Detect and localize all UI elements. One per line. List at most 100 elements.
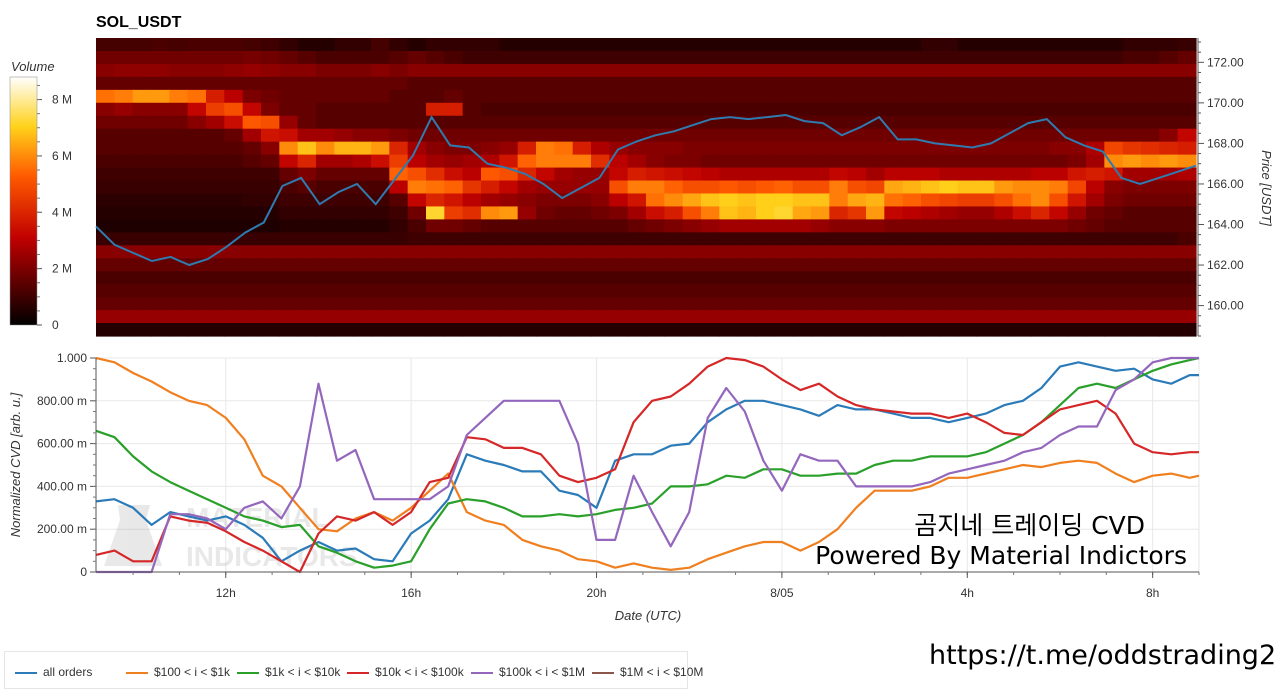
heatmap-cell	[389, 193, 409, 208]
heatmap-cell	[609, 271, 629, 285]
legend-item[interactable]: $1M < i < $10M	[592, 665, 703, 679]
heatmap-cell	[682, 193, 702, 208]
heatmap-cell	[426, 310, 445, 324]
heatmap-cell	[572, 310, 592, 324]
heatmap-cell	[206, 206, 225, 220]
heatmap-cell	[884, 102, 904, 117]
heatmap-cell	[774, 167, 794, 182]
heatmap-cell	[847, 206, 867, 220]
heatmap-cell	[334, 232, 354, 246]
heatmap-cell	[132, 271, 152, 285]
heatmap-cell	[737, 50, 757, 65]
heatmap-cell	[206, 102, 225, 117]
price-tick-label: 172.00	[1207, 55, 1244, 69]
heatmap-cell	[682, 154, 702, 169]
heatmap-cell	[1141, 76, 1160, 91]
heatmap-cell	[426, 297, 445, 311]
heatmap-cell	[994, 232, 1014, 246]
heatmap-cell	[756, 141, 775, 156]
heatmap-cell	[499, 323, 519, 337]
heatmap-cell	[352, 193, 372, 208]
heatmap-cell	[444, 63, 464, 78]
heatmap-cell	[481, 232, 500, 246]
heatmap-cell	[572, 245, 592, 259]
heatmap-cell	[957, 297, 977, 311]
heatmap-cell	[1012, 141, 1032, 156]
heatmap-cell	[701, 271, 720, 285]
heatmap-cell	[609, 180, 629, 195]
heatmap-cell	[1031, 128, 1050, 143]
heatmap-cell	[811, 76, 830, 91]
legend-item[interactable]: $10k < i < $100k	[347, 665, 464, 679]
heatmap-cell	[646, 219, 665, 233]
heatmap-cell	[976, 102, 995, 117]
heatmap-cell	[682, 258, 702, 272]
heatmap-cell	[957, 310, 977, 324]
colorbar-ticks: 0 2 M 4 M 6 M 8 M	[37, 84, 72, 332]
heatmap-cell	[206, 50, 225, 65]
heatmap-cell	[334, 219, 354, 233]
colorbar-tick-label: 2 M	[52, 262, 72, 276]
heatmap-cell	[536, 219, 555, 233]
heatmap-cell	[664, 180, 684, 195]
heatmap-cell	[609, 323, 629, 337]
heatmap-cell	[646, 232, 665, 246]
heatmap-cell	[1122, 206, 1142, 220]
legend-item[interactable]: $100k < i < $1M	[471, 665, 585, 679]
watermark-line1: 곰지네 트레이딩 CVD	[914, 511, 1145, 540]
heatmap-cell	[554, 50, 574, 65]
heatmap-cell	[1104, 323, 1124, 337]
heatmap-cell	[334, 89, 354, 104]
telegram-url[interactable]: https://t.me/oddstrading2	[929, 640, 1277, 671]
heatmap-cell	[811, 245, 830, 259]
heatmap-cell	[242, 76, 262, 91]
heatmap-cell	[1049, 219, 1069, 233]
heatmap-cell	[921, 297, 940, 311]
heatmap-cell	[1159, 102, 1179, 117]
heatmap-cell	[1067, 284, 1087, 298]
heatmap-cell	[756, 258, 775, 272]
heatmap-cell	[609, 154, 629, 169]
heatmap-cell	[151, 115, 170, 130]
heatmap-cell	[1031, 63, 1050, 78]
heatmap-cell	[517, 284, 537, 298]
heatmap-cell	[646, 271, 665, 285]
heatmap-cell	[664, 102, 684, 117]
heatmap-cell	[279, 76, 299, 91]
heatmap-cell	[352, 115, 372, 130]
heatmap-cell	[921, 323, 940, 337]
heatmap-cell	[536, 63, 555, 78]
heatmap-cell	[847, 115, 867, 130]
heatmap-cell	[352, 141, 372, 156]
heatmap-cell	[1067, 89, 1087, 104]
heatmap-cell	[297, 323, 317, 337]
legend-item[interactable]: all orders	[15, 665, 92, 679]
heatmap-cell	[517, 232, 537, 246]
heatmap-cell	[884, 323, 904, 337]
heatmap-cell	[701, 154, 720, 169]
legend-item[interactable]: $1k < i < $10k	[237, 665, 340, 679]
heatmap-cell	[902, 245, 922, 259]
heatmap-cell	[774, 219, 794, 233]
heatmap-cell	[242, 50, 262, 65]
heatmap-cell	[921, 271, 940, 285]
heatmap-cell	[517, 63, 537, 78]
heatmap-cell	[1159, 76, 1179, 91]
heatmap-cell	[517, 180, 537, 195]
heatmap-cell	[921, 245, 940, 259]
heatmap-cell	[554, 128, 574, 143]
heatmap-cell	[206, 115, 225, 130]
heatmap-cell	[481, 323, 500, 337]
heatmap-cell	[96, 115, 115, 130]
legend-item[interactable]: $100 < i < $1k	[126, 665, 230, 679]
heatmap-cell	[1012, 323, 1032, 337]
heatmap-cell	[792, 284, 812, 298]
heatmap-cell	[811, 102, 830, 117]
heatmap-cell	[1012, 115, 1032, 130]
heatmap-cell	[1141, 232, 1160, 246]
heatmap-cell	[866, 154, 885, 169]
heatmap-cell	[664, 232, 684, 246]
heatmap-cell	[627, 38, 647, 52]
heatmap-cell	[664, 141, 684, 156]
heatmap-cell	[261, 154, 280, 169]
